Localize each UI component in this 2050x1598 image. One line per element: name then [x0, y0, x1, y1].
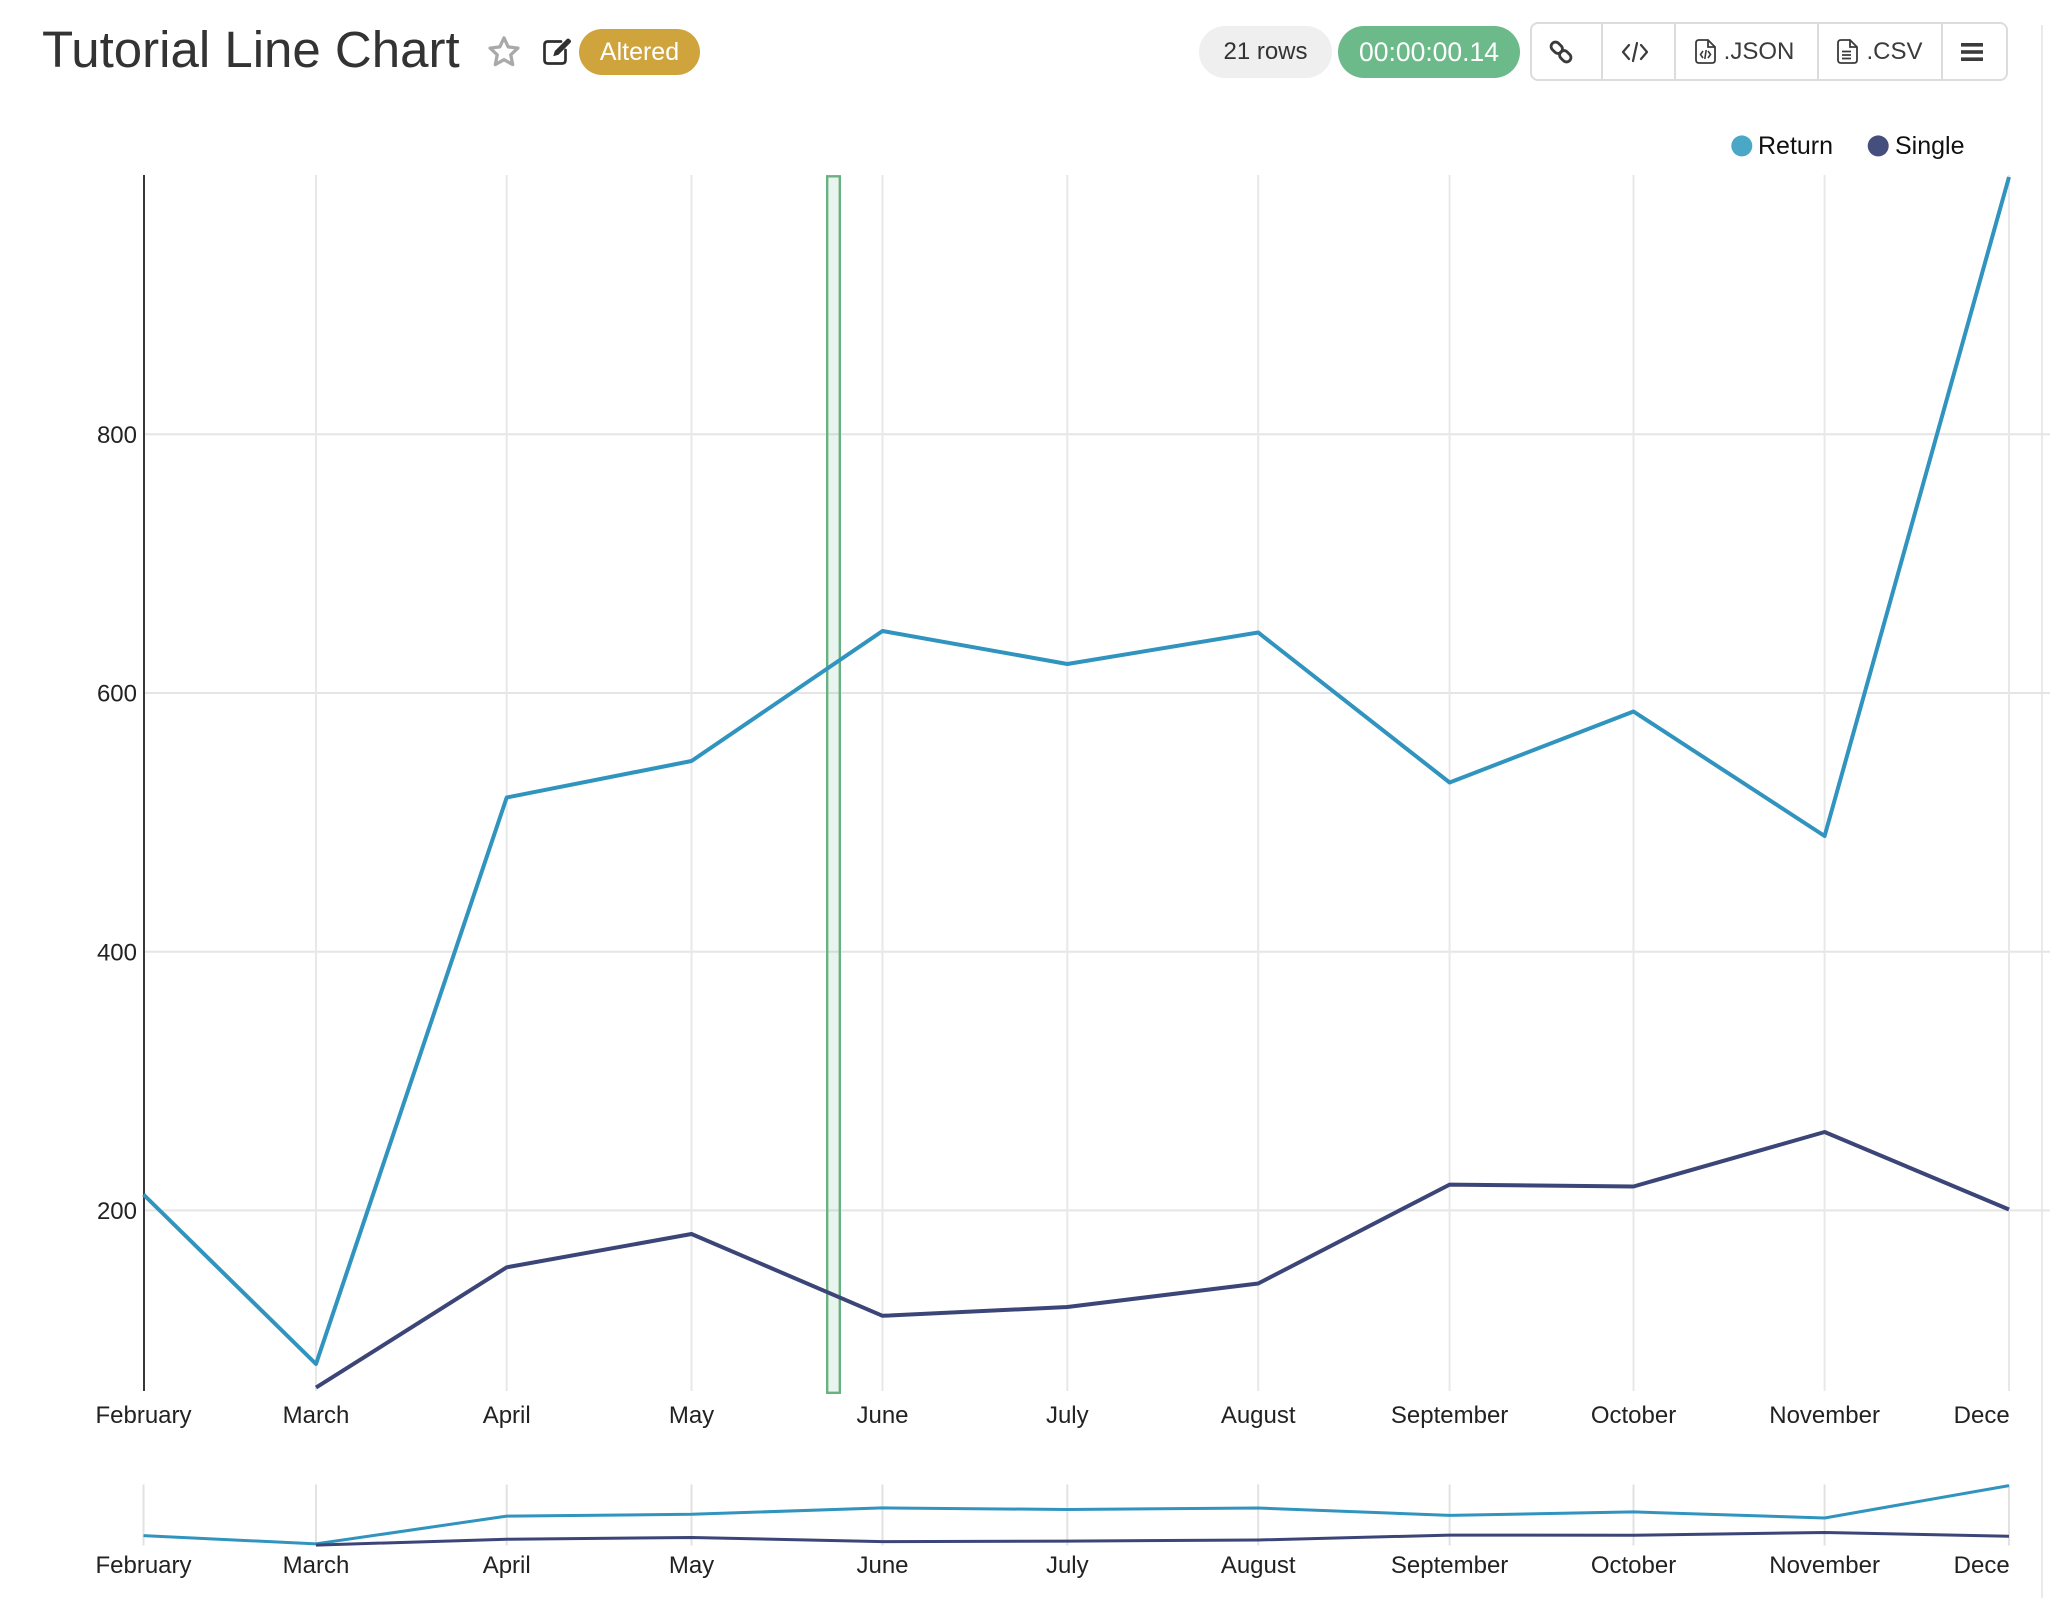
svg-text:July: July	[1046, 1552, 1089, 1579]
svg-text:May: May	[669, 1552, 714, 1579]
svg-text:October: October	[1591, 1402, 1676, 1429]
svg-text:Return: Return	[1758, 132, 1833, 160]
svg-text:February: February	[95, 1552, 191, 1579]
svg-text:April: April	[483, 1552, 531, 1579]
svg-text:Single: Single	[1895, 132, 1965, 160]
svg-text:400: 400	[97, 939, 137, 966]
svg-text:July: July	[1046, 1402, 1089, 1429]
svg-text:November: November	[1769, 1552, 1880, 1579]
svg-text:March: March	[283, 1552, 350, 1579]
svg-text:November: November	[1769, 1402, 1880, 1429]
svg-text:December: December	[1954, 1402, 2050, 1429]
svg-text:October: October	[1591, 1552, 1676, 1579]
svg-text:March: March	[283, 1402, 350, 1429]
svg-text:August: August	[1221, 1402, 1296, 1429]
svg-text:800: 800	[97, 422, 137, 449]
svg-text:600: 600	[97, 681, 137, 708]
svg-text:February: February	[95, 1402, 191, 1429]
svg-text:June: June	[856, 1402, 908, 1429]
svg-text:September: September	[1391, 1552, 1508, 1579]
svg-text:August: August	[1221, 1552, 1296, 1579]
svg-text:200: 200	[97, 1198, 137, 1225]
svg-text:May: May	[669, 1402, 714, 1429]
svg-text:December: December	[1954, 1552, 2050, 1579]
svg-text:September: September	[1391, 1402, 1508, 1429]
svg-text:April: April	[483, 1402, 531, 1429]
svg-text:June: June	[856, 1552, 908, 1579]
